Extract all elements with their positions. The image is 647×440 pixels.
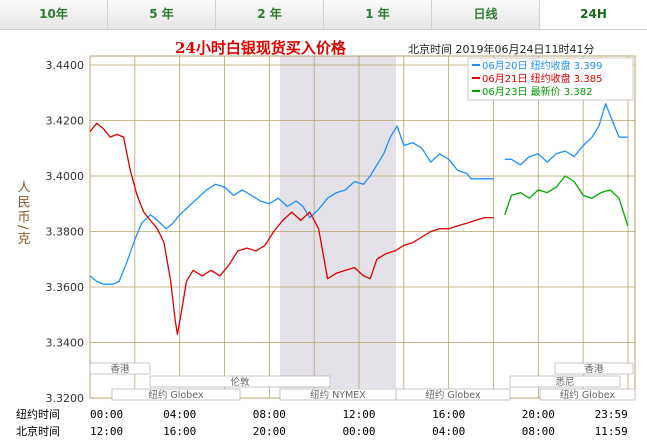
x-tick-label-bj: 20:00 xyxy=(253,425,286,438)
session-bar xyxy=(509,375,621,388)
legend-entry: 06月23日 最新价 3.382 xyxy=(482,85,592,98)
session-label: 纽约 Globex xyxy=(560,389,616,401)
x-tick-label-bj: 08:00 xyxy=(522,425,555,438)
x-tick-label-bj: 00:00 xyxy=(342,425,375,438)
y-tick-label: 3.3800 xyxy=(46,226,85,239)
session-bar xyxy=(149,375,331,388)
session-label: 香港 xyxy=(110,363,130,375)
tab-2y[interactable]: 2 年 xyxy=(216,0,324,29)
session-label: 纽约 Globex xyxy=(425,389,481,401)
x-tick-label-ny: 08:00 xyxy=(253,408,286,421)
y-tick-label: 3.4000 xyxy=(46,170,85,183)
x-row-label-ny: 纽约时间 xyxy=(16,407,60,421)
nymex-shade xyxy=(280,56,396,388)
session-label: 悉尼 xyxy=(555,376,574,388)
series-line xyxy=(89,125,494,285)
x-tick-label-ny: 12:00 xyxy=(342,408,375,421)
legend-box xyxy=(467,57,634,101)
y-tick-label: 3.3400 xyxy=(46,337,85,350)
chart-title: 24小时白银现货买入价格 xyxy=(175,39,347,57)
x-tick-label-bj: 12:00 xyxy=(90,425,123,438)
session-bar xyxy=(111,388,241,401)
series-line xyxy=(89,122,494,335)
y-tick-label: 3.4200 xyxy=(46,115,85,128)
x-tick-label-ny: 04:00 xyxy=(163,408,196,421)
y-tick-label: 3.3600 xyxy=(46,281,85,294)
session-bar xyxy=(395,388,511,401)
x-tick-label-ny: 00:00 xyxy=(90,408,123,421)
session-bar xyxy=(89,362,151,375)
session-bar xyxy=(539,388,636,401)
x-tick-label-bj: 04:00 xyxy=(432,425,465,438)
tab-10y[interactable]: 10年 xyxy=(0,0,108,29)
x-row-label-bj: 北京时间 xyxy=(16,424,60,438)
tab-5y[interactable]: 5 年 xyxy=(108,0,216,29)
session-bar xyxy=(554,362,634,375)
x-tick-label-ny: 20:00 xyxy=(522,408,555,421)
series-lines xyxy=(89,103,629,335)
legend-entry: 06月21日 纽约收盘 3.385 xyxy=(482,72,602,85)
timeframe-tabs: 10年 5 年 2 年 1 年 日线 24H xyxy=(0,0,647,30)
x-tick-label-ny: 23:59 xyxy=(595,408,628,421)
price-chart: 人民币/克 24小时白银现货买入价格 北京时间 2019年06月24日11时41… xyxy=(15,39,636,438)
y-ticks: 3.4400 3.4200 3.4000 3.3800 3.3600 3.3400 3.32… xyxy=(46,59,85,405)
session-label: 香港 xyxy=(584,363,604,375)
tab-1y[interactable]: 1 年 xyxy=(324,0,432,29)
session-label: 纽约 NYMEX xyxy=(310,389,366,401)
chart-subtitle: 北京时间 2019年06月24日11时41分 xyxy=(408,42,594,56)
grid-lines xyxy=(89,56,635,399)
series-line xyxy=(504,175,629,227)
y-tick-label: 3.4400 xyxy=(46,59,85,72)
series-line xyxy=(504,103,628,166)
tab-24h[interactable]: 24H xyxy=(540,0,647,29)
session-label: 伦敦 xyxy=(230,376,250,388)
y-axis-label: 人民币/克 xyxy=(15,180,31,246)
legend-entry: 06月20日 纽约收盘 3.399 xyxy=(482,59,602,72)
session-label: 纽约 Globex xyxy=(148,389,204,401)
x-tick-label-bj: 16:00 xyxy=(163,425,196,438)
x-tick-label-bj: 11:59 xyxy=(595,425,628,438)
x-tick-label-ny: 16:00 xyxy=(432,408,465,421)
y-tick-label: 3.3200 xyxy=(46,392,85,405)
tab-daily[interactable]: 日线 xyxy=(432,0,540,29)
